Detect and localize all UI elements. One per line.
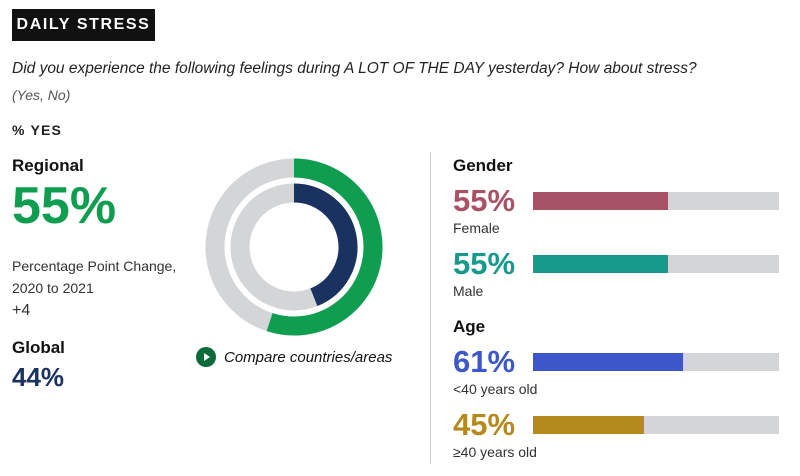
female-value: 55%: [453, 183, 516, 218]
global-value: 44%: [12, 362, 65, 392]
bar-row-female: 55% Female: [453, 183, 783, 236]
bar-row-male: 55% Male: [453, 246, 783, 299]
under40-label: <40 years old: [453, 381, 538, 397]
bar-row-over40: 45% ≥40 years old: [453, 407, 783, 460]
compare-countries-link[interactable]: Compare countries/areas: [196, 347, 392, 367]
over40-bar: [533, 416, 644, 434]
male-bar: [533, 255, 669, 273]
measure-label: % YES: [12, 122, 63, 138]
answer-options: (Yes, No): [12, 87, 71, 103]
over40-label: ≥40 years old: [453, 444, 537, 460]
regional-value: 55%: [12, 177, 117, 235]
male-bar-track: [533, 255, 779, 273]
global-label: Global: [12, 338, 65, 357]
column-divider: [430, 152, 431, 464]
age-title: Age: [453, 317, 486, 336]
regional-label: Regional: [12, 156, 84, 175]
ppc-label: Percentage Point Change, 2020 to 2021: [12, 258, 177, 296]
female-label: Female: [453, 220, 500, 236]
female-bar-track: [533, 192, 779, 210]
under40-bar: [533, 353, 684, 371]
bar-row-under40: 61% <40 years old: [453, 344, 783, 397]
gender-title: Gender: [453, 156, 513, 175]
under40-value: 61%: [453, 344, 516, 379]
male-value: 55%: [453, 246, 516, 281]
over40-bar-track: [533, 416, 779, 434]
ppc-value: +4: [12, 302, 31, 319]
play-icon: [196, 347, 216, 367]
global-ring-segment: [293, 183, 358, 307]
survey-question: Did you experience the following feeling…: [12, 60, 697, 77]
section-tag: DAILY STRESS: [12, 9, 155, 41]
stress-donut-chart: [205, 158, 383, 336]
under40-bar-track: [533, 353, 779, 371]
female-bar: [533, 192, 669, 210]
regional-ring-segment: [266, 158, 383, 336]
compare-countries-label: Compare countries/areas: [224, 348, 393, 366]
over40-value: 45%: [453, 407, 516, 442]
male-label: Male: [453, 283, 484, 299]
